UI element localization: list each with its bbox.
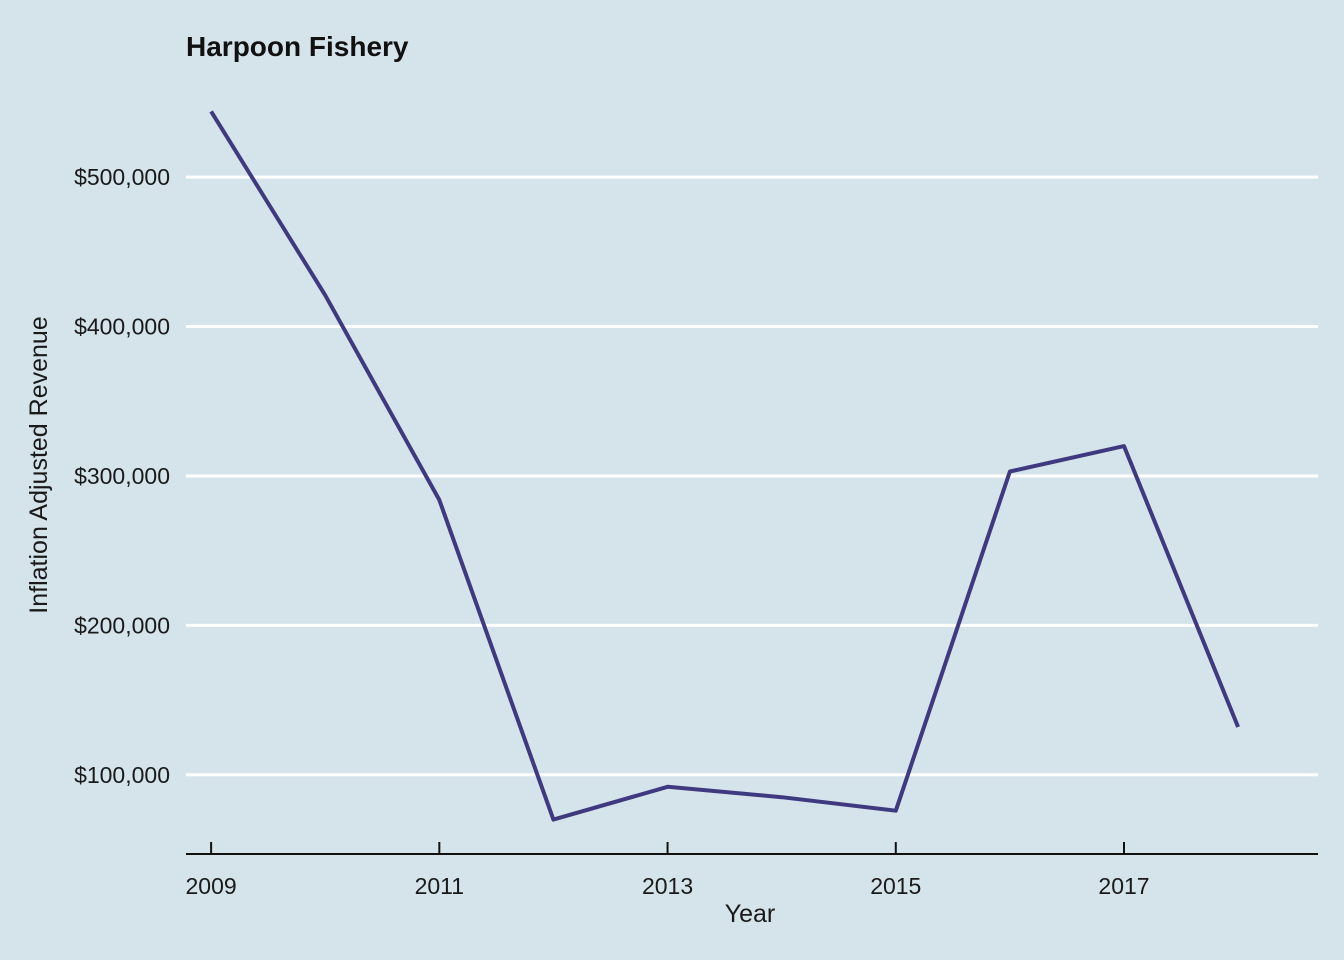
x-tick-label: 2011 — [415, 873, 464, 899]
x-axis: 2009 2011 2013 2015 2017 — [186, 842, 1318, 899]
series — [209, 110, 1240, 822]
y-axis-title: Inflation Adjusted Revenue — [25, 316, 53, 613]
x-axis-title: Year — [725, 900, 776, 928]
y-axis: $100,000 $200,000 $300,000 $400,000 $500,000 — [74, 164, 170, 788]
x-tick-label: 2009 — [186, 873, 237, 899]
series-line — [209, 110, 1240, 822]
x-tick-label: 2013 — [642, 873, 693, 899]
y-tick-label: $200,000 — [74, 612, 170, 638]
y-tick-label: $100,000 — [74, 762, 170, 788]
y-tick-label: $500,000 — [74, 164, 170, 190]
x-tick-label: 2017 — [1098, 873, 1149, 899]
gridlines — [186, 175, 1318, 777]
chart-title: Harpoon Fishery — [186, 31, 409, 62]
y-tick-label: $400,000 — [74, 314, 170, 340]
x-tick-label: 2015 — [870, 873, 921, 899]
y-tick-label: $300,000 — [74, 463, 170, 489]
